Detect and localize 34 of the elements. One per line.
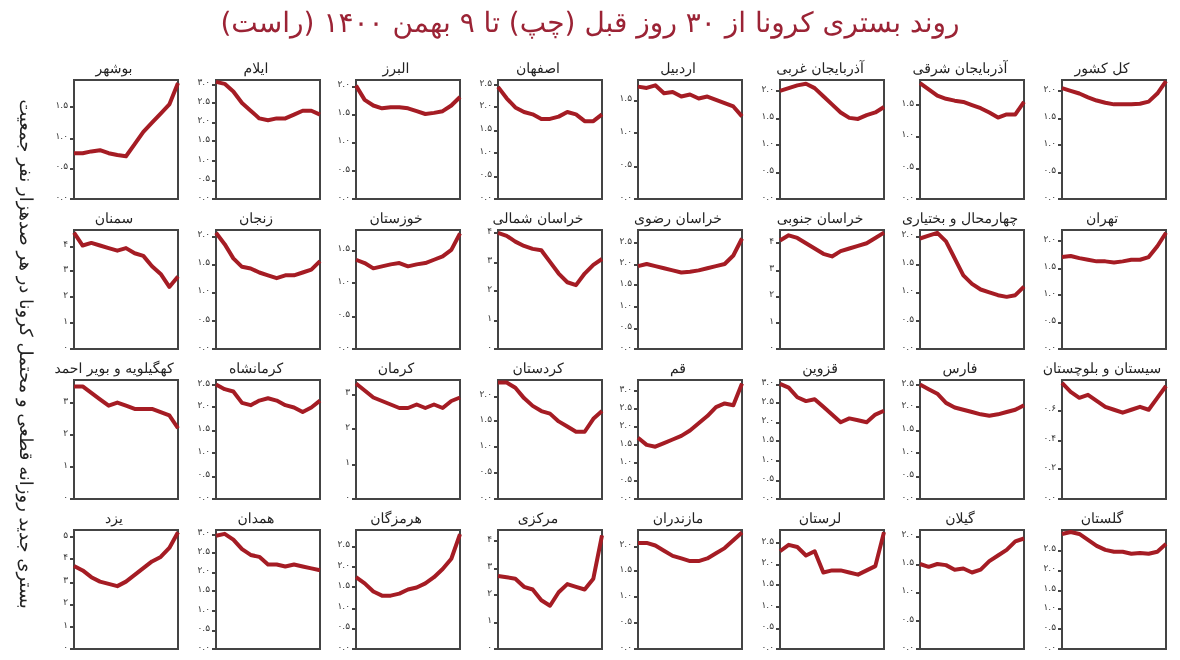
line-series [918, 230, 1026, 299]
line-series [777, 230, 885, 259]
line-series [636, 530, 744, 564]
line-series [636, 236, 744, 275]
text: بستری جدید روزانه قطعی و محتمل کرونا در هر صدهزار نفر جمعیت [12, 97, 34, 613]
line-series [72, 81, 180, 159]
line-series [918, 382, 1026, 418]
line-series [72, 230, 180, 289]
line-series [1059, 230, 1167, 265]
line-series [213, 79, 321, 123]
line-series [1059, 380, 1167, 415]
line-series [918, 536, 1026, 575]
line-series [213, 230, 321, 281]
line-series [495, 230, 603, 288]
text: روند بستری کرونا از ۳۰ روز قبل (چپ) تا ۹ بهمن ۱۴۰۰ (راست) [218, 8, 962, 40]
line-series [777, 81, 885, 121]
line-series [636, 83, 744, 119]
line-series [72, 384, 180, 431]
line-series [495, 380, 603, 434]
line-series [495, 533, 603, 608]
line-series [1059, 79, 1167, 107]
line-series [72, 530, 180, 589]
line-series [777, 381, 885, 425]
line-series [213, 531, 321, 573]
line-series [354, 532, 462, 598]
line-series [354, 231, 462, 271]
line-series [213, 382, 321, 415]
line-series [1059, 529, 1167, 556]
line-series [918, 81, 1026, 120]
line-series [636, 381, 744, 449]
line-series [354, 381, 462, 410]
line-series [777, 530, 885, 577]
line-series [495, 84, 603, 124]
line-series [354, 83, 462, 116]
